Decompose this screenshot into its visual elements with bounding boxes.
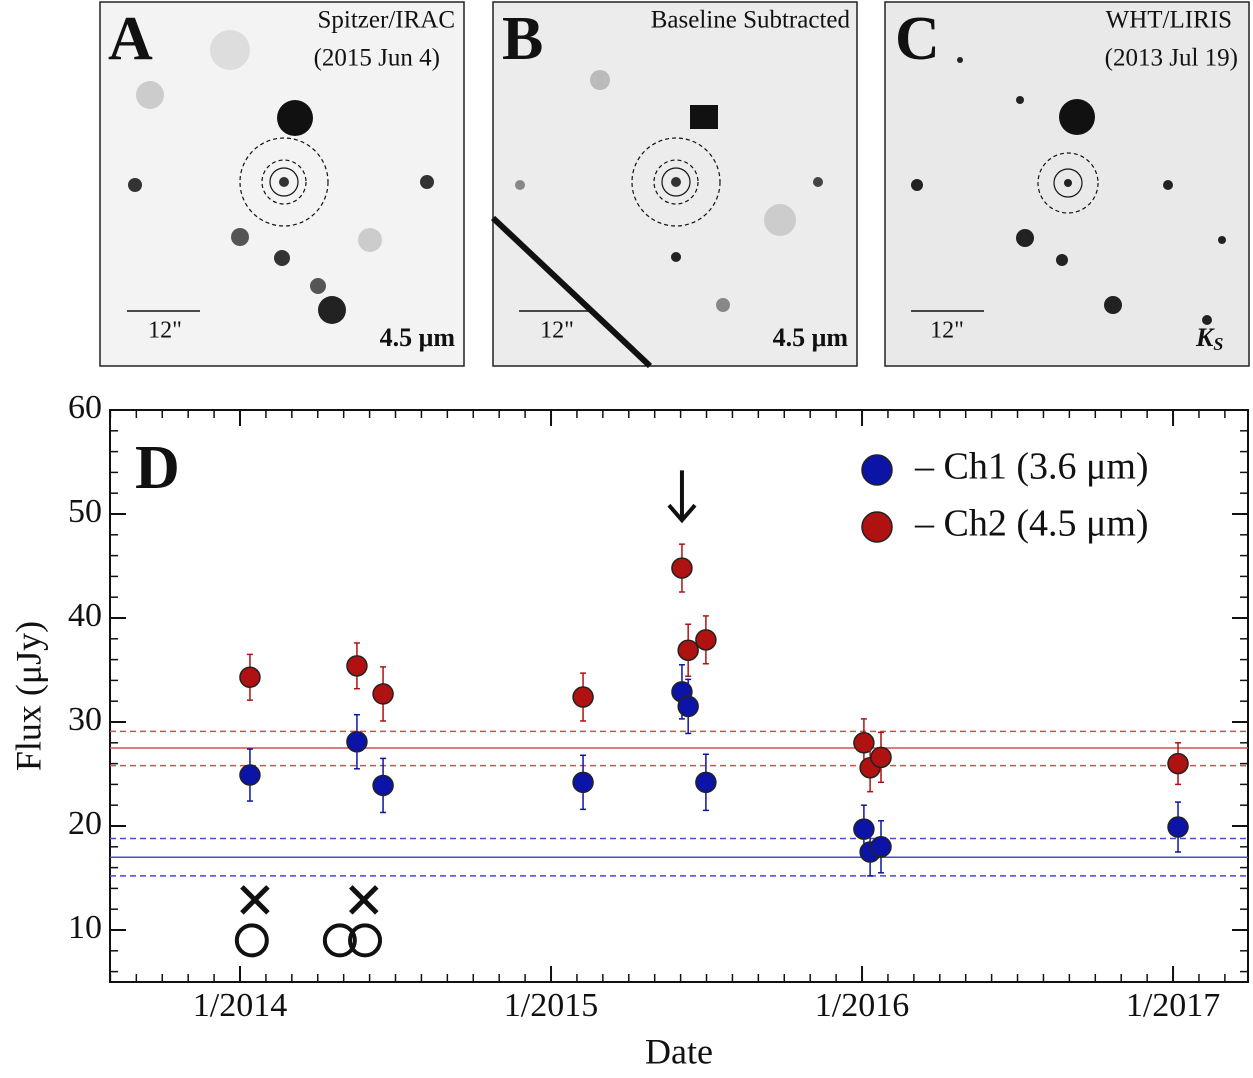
data-point [671, 557, 693, 579]
y-tick-label: 50 [68, 493, 102, 530]
data-point [677, 695, 699, 718]
scale-label: 12" [540, 318, 574, 344]
data-point [1167, 816, 1189, 838]
panel-letter: B [502, 5, 543, 73]
panel-title: Baseline Subtracted [651, 7, 851, 34]
y-tick-label: 30 [68, 701, 102, 738]
y-axis-label: Flux (μJy) [8, 621, 48, 771]
data-point [1167, 752, 1189, 775]
panel-title: WHT/LIRIS [1106, 7, 1232, 34]
y-tick-label: 20 [68, 805, 102, 842]
x-tick-label: 1/2017 [1126, 987, 1220, 1024]
y-tick-label: 10 [68, 909, 102, 946]
panel-b: B Baseline Subtracted 12" 4.5 μm [490, 1, 858, 369]
y-tick-label: 60 [68, 389, 102, 426]
band-label: 4.5 μm [380, 323, 456, 352]
y-tick-label: 40 [68, 597, 102, 634]
panel-letter: A [108, 5, 153, 73]
scale-label: 12" [930, 318, 964, 344]
data-point [677, 639, 699, 661]
data-point [853, 732, 875, 754]
x-axis-label: Date [645, 1031, 713, 1071]
x-tick-label: 1/2014 [193, 987, 287, 1024]
x-marker [349, 885, 379, 915]
panel-date: (2015 Jun 4) [314, 45, 440, 72]
data-point [853, 818, 875, 840]
o-marker [234, 923, 269, 958]
legend-marker [861, 454, 893, 486]
data-point [346, 731, 368, 753]
x-marker [240, 885, 270, 915]
plot-frame [109, 409, 1249, 983]
data-point [870, 746, 892, 769]
data-point [239, 666, 261, 689]
o-marker [348, 923, 383, 958]
panel-a: A Spitzer/IRAC (2015 Jun 4) 12" 4.5 μm [99, 1, 465, 367]
data-point [695, 771, 717, 794]
data-point [572, 686, 594, 708]
panel-letter: D [135, 434, 180, 502]
band-label: KS [1195, 323, 1223, 354]
legend-label: – Ch1 (3.6 μm) [914, 446, 1149, 488]
panel-title: Spitzer/IRAC [318, 7, 456, 34]
data-point [239, 764, 261, 786]
legend-label: – Ch2 (4.5 μm) [914, 503, 1149, 545]
data-point [870, 836, 892, 858]
arrow-head [667, 503, 697, 524]
data-point [372, 683, 394, 705]
data-point [346, 655, 368, 677]
band-label: 4.5 μm [773, 323, 849, 352]
data-point [372, 774, 394, 797]
band-sub: S [1213, 334, 1223, 354]
panel-c: C WHT/LIRIS (2013 Jul 19) 12" KS [884, 1, 1250, 367]
x-tick-label: 1/2016 [815, 987, 909, 1024]
band-main: K [1195, 323, 1215, 352]
panel-date: (2013 Jul 19) [1105, 45, 1238, 72]
x-tick-label: 1/2015 [504, 987, 598, 1024]
legend-marker [861, 511, 893, 543]
panel-letter: C [895, 5, 940, 73]
data-point [572, 771, 594, 794]
scale-label: 12" [148, 318, 182, 344]
o-marker [322, 923, 357, 958]
data-point [695, 629, 717, 651]
